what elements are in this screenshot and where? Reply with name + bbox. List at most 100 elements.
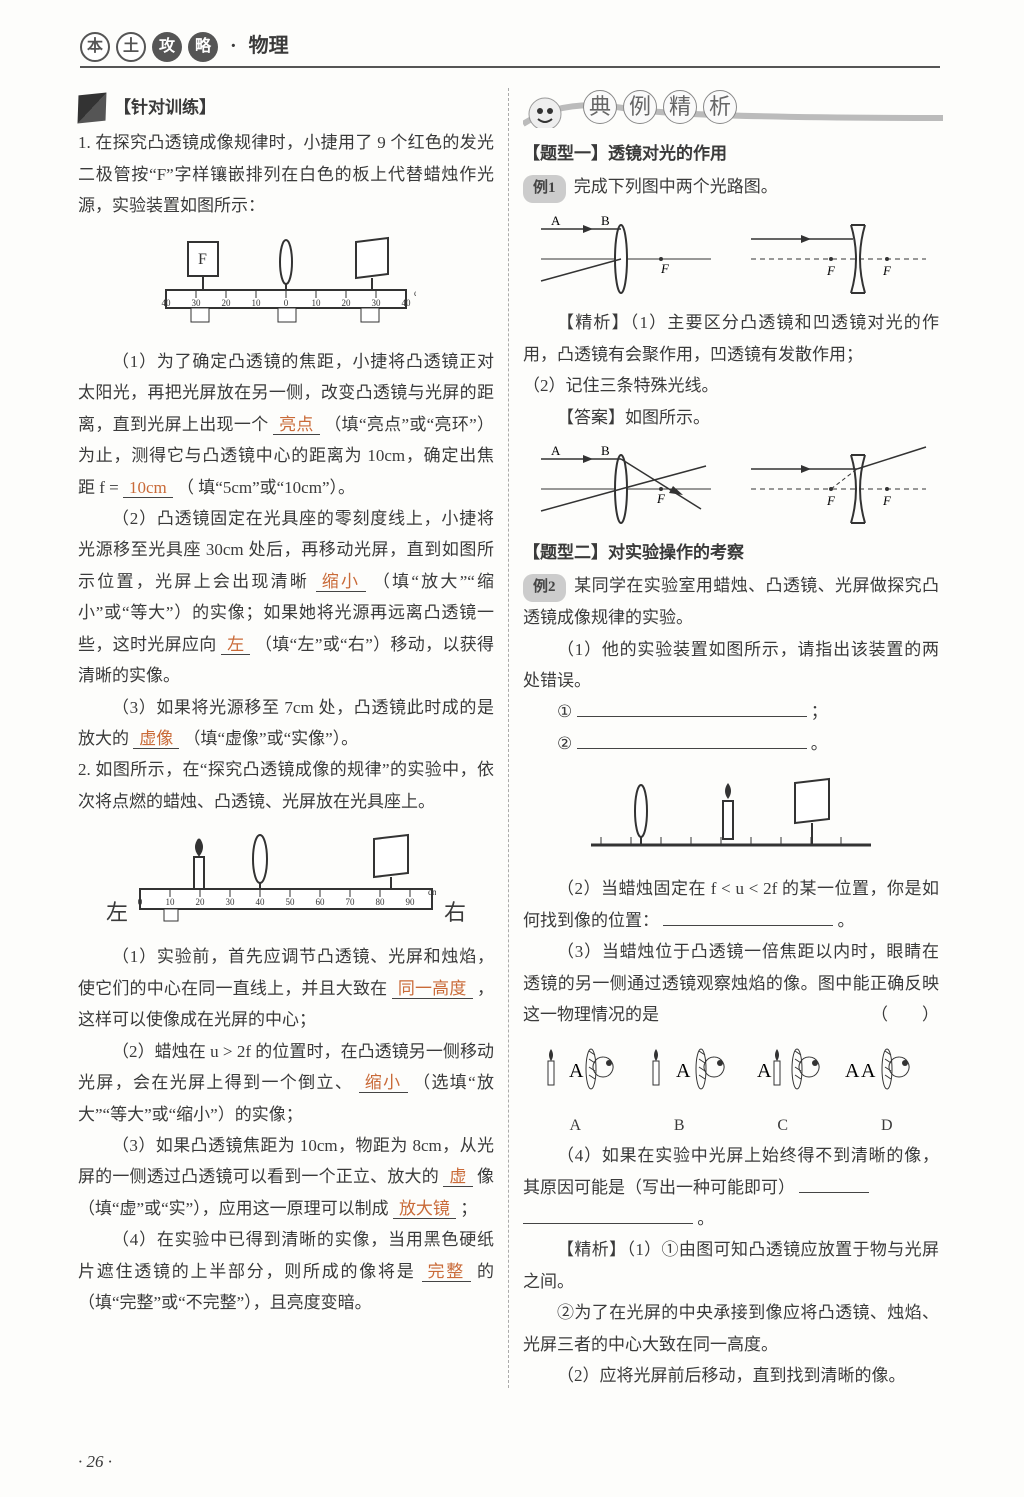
svg-text:B: B [601,443,610,458]
svg-text:F: F [882,493,892,508]
q1-blank-2: 10cm [123,478,173,498]
ex2-p4: （4）如果在实验中光屏上始终得不到清晰的像，其原因可能是（写出一种可能即可） [523,1140,939,1203]
header-dot: · [230,28,237,65]
svg-text:A: A [551,213,561,228]
header-subject: 物理 [249,28,289,65]
right-column: 典 例 精 析 【题型一】透镜对光的作用 例1 完成下列图中两个光路图。 A B… [509,84,939,1392]
q1-p2: （2）凸透镜固定在光具座的零刻度线上，小捷将光源移至光具座 30cm 处后，再移… [78,503,494,692]
book-header: 本 土 攻 略 · 物理 [80,28,289,65]
two-column-layout: 【针对训练】 1. 在探究凸透镜成像规律时，小捷用了 9 个红色的发光二极管按“… [78,84,948,1392]
header-char-1: 本 [80,32,110,62]
practice-title: 【针对训练】 [114,92,216,123]
svg-text:A: A [845,1060,860,1082]
blank-line [523,1205,693,1224]
ex1-label: 例1 [523,175,566,203]
q1-number: 1. [78,133,91,152]
svg-text:30: 30 [226,897,236,907]
ex2-line2: ② 。 [523,728,939,759]
page-number: · 26 · [78,1446,112,1477]
svg-text:F: F [660,261,670,276]
svg-text:20: 20 [222,298,232,308]
q2-blank-1: 同一高度 [392,979,473,999]
header-underline [80,66,940,68]
svg-text:0: 0 [138,897,143,907]
ex2-analysis-3: （2）应将光屏前后移动，直到找到清晰的像。 [523,1360,939,1391]
blank-line [577,699,807,718]
q2-p4: （4）在实验中已得到清晰的实像，当用黑色硬纸片遮住透镜的上半部分，则所成的像将是… [78,1224,494,1318]
svg-text:30: 30 [372,298,382,308]
svg-text:10: 10 [166,897,176,907]
svg-text:10: 10 [252,298,262,308]
svg-text:0: 0 [284,298,289,308]
ex2-p3: （3）当蜡烛位于凸透镜一倍焦距以内时，眼睛在透镜的另一侧通过透镜观察烛焰的像。图… [523,936,939,1030]
q1-p3: （3）如果将光源移至 7cm 处，凸透镜此时成的是放大的 虚像 （填“虚像”或“… [78,692,494,755]
practice-heading: 【针对训练】 [78,92,494,123]
opt-a: A [569,1111,581,1141]
blank-line [663,907,833,926]
header-char-3: 攻 [152,32,182,62]
svg-text:40: 40 [162,298,172,308]
svg-text:A: A [569,1060,584,1082]
ex2-figure [523,765,939,865]
type1-heading: 【题型一】透镜对光的作用 [523,138,939,169]
opt-d: D [881,1111,893,1141]
blank-line [577,730,807,749]
svg-text:70: 70 [346,897,356,907]
ex1-answer-label: 【答案】如图所示。 [523,402,939,433]
ex2-options-figure: A A A [523,1037,939,1103]
q2-figure: 左 0 10 20 30 40 50 60 [78,823,494,933]
q1-figure: 40 30 20 10 0 10 20 30 40 cm [78,228,494,338]
q1-blank-1: 亮点 [273,415,320,435]
ex2-p2: （2）当蜡烛固定在 f < u < 2f 的某一位置，你是如何找到像的位置： 。 [523,873,939,936]
svg-text:60: 60 [316,897,326,907]
ex2-analysis-2: ②为了在光屏的中央承接到像应将凸透镜、烛焰、光屏三者的中心大致在同一高度。 [523,1297,939,1360]
q1-blank-3: 缩小 [316,572,367,592]
q1-blank-5: 虚像 [133,729,179,749]
banner-char-2: 例 [623,90,657,124]
q1-blank-4: 左 [221,635,250,655]
q2-p3: （3）如果凸透镜焦距为 10cm，物距为 8cm，从光屏的一侧透过凸透镜可以看到… [78,1130,494,1224]
q2-stem: 2. 如图所示，在“探究凸透镜成像的规律”的实验中，依次将点燃的蜡烛、凸透镜、光… [78,754,494,817]
ex2-p4-line2: 。 [523,1203,939,1234]
ex1-stem: 例1 完成下列图中两个光路图。 [523,171,939,203]
blank-line [799,1174,869,1193]
q2-p1: （1）实验前，首先应调节凸透镜、光屏和烛焰，使它们的中心在同一直线上，并且大致在… [78,941,494,1035]
q1-stem: 1. 在探究凸透镜成像规律时，小捷用了 9 个红色的发光二极管按“F”字样镶嵌排… [78,127,494,221]
svg-text:80: 80 [376,897,386,907]
header-char-4: 略 [188,32,218,62]
svg-text:40: 40 [256,897,266,907]
q2-blank-2: 缩小 [359,1073,408,1093]
q2-blank-3: 虚 [443,1167,472,1187]
q2-number: 2. [78,760,91,779]
banner-char-3: 精 [663,90,697,124]
svg-text:A: A [551,443,561,458]
left-column: 【针对训练】 1. 在探究凸透镜成像规律时，小捷用了 9 个红色的发光二极管按“… [78,84,508,1392]
svg-text:cm: cm [428,887,436,897]
q2-right-label: 右 [444,893,466,934]
ex2-label: 例2 [523,574,566,602]
q2-p2: （2）蜡烛在 u > 2f 的位置时，在凸透镜另一侧移动光屏，会在光屏上得到一个… [78,1036,494,1130]
svg-text:90: 90 [406,897,416,907]
svg-text:A: A [861,1060,876,1082]
cube-icon [78,92,107,123]
ex2-analysis-1: 【精析】（1）①由图可知凸透镜应放置于物与光屏之间。 [523,1234,939,1297]
ex2-line1: ① ； [523,696,939,727]
svg-text:cm: cm [414,288,416,298]
svg-text:20: 20 [342,298,352,308]
svg-text:10: 10 [312,298,322,308]
ex1-analysis-1: 【精析】（1）主要区分凸透镜和凹透镜对光的作用，凸透镜有会聚作用，凹透镜有发散作… [523,307,939,370]
svg-text:40: 40 [402,298,412,308]
banner-char-4: 析 [703,90,737,124]
banner-char-1: 典 [583,90,617,124]
ex2-p1: （1）他的实验装置如图所示，请指出该装置的两处错误。 [523,634,939,697]
answer-paren: （ ） [837,999,939,1030]
q2-blank-4: 放大镜 [393,1199,456,1219]
opt-b: B [674,1111,685,1141]
ex2-stem: 例2 某同学在实验室用蜡烛、凸透镜、光屏做探究凸透镜成像规律的实验。 [523,570,939,633]
svg-text:F: F [198,251,207,268]
svg-text:F: F [882,263,892,278]
ex1-figure-answer: A B F F F [523,439,939,529]
opt-c: C [777,1111,788,1141]
svg-text:50: 50 [286,897,296,907]
svg-text:20: 20 [196,897,206,907]
